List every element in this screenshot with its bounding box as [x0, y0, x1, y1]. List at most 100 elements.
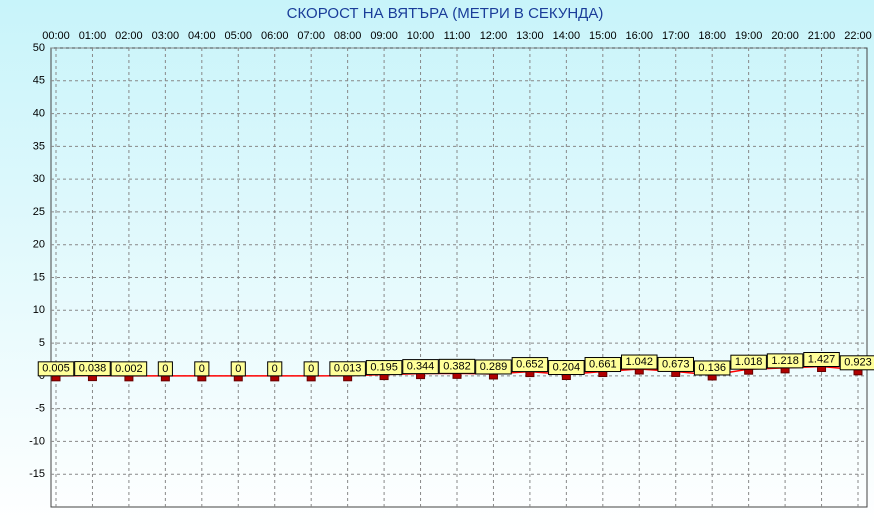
y-tick-label: 25: [33, 206, 45, 218]
x-tick-label: 22:00: [844, 30, 872, 42]
data-label: 1.218: [771, 355, 799, 367]
data-label: 0: [308, 363, 314, 375]
data-label-group: 0.382: [438, 358, 476, 374]
x-tick-label: 09:00: [370, 30, 398, 42]
x-tick-label: 00:00: [42, 30, 70, 42]
data-label-box: [74, 361, 111, 377]
data-label: 0.038: [79, 363, 107, 375]
x-tick-label: 01:00: [79, 30, 107, 42]
data-label-group: 0.038: [74, 361, 111, 377]
data-label: 1.427: [808, 353, 836, 365]
y-tick-label: 40: [33, 107, 45, 119]
data-label: 0.289: [480, 361, 508, 373]
data-label: 0: [162, 363, 168, 375]
data-label-group: 0: [267, 361, 283, 377]
data-label-group: 0.661: [584, 357, 622, 373]
x-tick-label: 10:00: [407, 30, 435, 42]
data-label-group: 1.427: [803, 352, 840, 368]
data-label-group: 0: [194, 361, 210, 377]
data-label-box: [803, 352, 840, 368]
x-tick-label: 05:00: [225, 30, 253, 42]
data-label: 1.042: [626, 356, 654, 368]
data-label: 0.923: [844, 357, 872, 369]
data-label-group: 0.289: [475, 359, 512, 375]
data-label: 0.204: [553, 361, 581, 373]
data-label-group: 0.204: [548, 360, 585, 376]
x-tick-label: 13:00: [516, 30, 544, 42]
data-label: 0.382: [443, 360, 471, 372]
x-tick-label: 06:00: [261, 30, 289, 42]
data-label-box: [730, 354, 767, 370]
data-label-box: [693, 360, 731, 376]
data-label-group: 1.218: [766, 353, 804, 369]
y-tick-label: 5: [39, 337, 45, 349]
data-label-box: [157, 361, 173, 377]
data-label-box: [329, 361, 366, 377]
data-label-box: [110, 361, 148, 377]
data-label-box: [657, 356, 694, 372]
y-tick-label: -15: [29, 468, 45, 480]
data-label-group: 0: [303, 361, 319, 377]
x-tick-label: 14:00: [553, 30, 581, 42]
data-label: 0.005: [42, 363, 70, 375]
y-tick-label: 10: [33, 304, 45, 316]
x-tick-label: 19:00: [735, 30, 763, 42]
data-label-group: 1.018: [730, 354, 767, 370]
x-tick-label: 20:00: [771, 30, 799, 42]
x-tick-label: 15:00: [589, 30, 617, 42]
data-label-box: [621, 354, 658, 370]
x-tick-label: 04:00: [188, 30, 216, 42]
x-tick-label: 16:00: [626, 30, 654, 42]
data-label: 0.652: [516, 358, 544, 370]
data-label-box: [194, 361, 210, 377]
x-tick-label: 18:00: [698, 30, 726, 42]
data-label-group: 0.923: [839, 355, 874, 371]
data-label: 0.673: [662, 358, 690, 370]
data-label-box: [402, 359, 439, 375]
data-label-group: 0.344: [402, 359, 439, 375]
data-label-group: 0.652: [511, 357, 549, 373]
chart-title: СКОРОСТ НА ВЯТЪРА (МЕТРИ В СЕКУНДА): [287, 5, 604, 22]
data-label-group: 0: [230, 361, 246, 377]
x-tick-label: 07:00: [297, 30, 325, 42]
y-tick-label: 20: [33, 239, 45, 251]
y-tick-label: 50: [33, 42, 45, 54]
x-tick-label: 02:00: [115, 30, 143, 42]
data-label-group: 0: [157, 361, 173, 377]
data-label-group: 0.195: [365, 360, 403, 376]
data-label-box: [475, 359, 512, 375]
data-label-box: [267, 361, 283, 377]
data-label: 0.195: [370, 361, 398, 373]
y-tick-label: -10: [29, 435, 45, 447]
y-tick-label: 30: [33, 173, 45, 185]
data-label: 0.344: [407, 361, 435, 373]
data-label-box: [303, 361, 319, 377]
data-label-box: [766, 353, 804, 369]
data-label-group: 0.136: [693, 360, 731, 376]
x-tick-label: 17:00: [662, 30, 690, 42]
data-label-box: [839, 355, 874, 371]
data-label-group: 0.013: [329, 361, 366, 377]
data-label: 0: [199, 363, 205, 375]
x-tick-label: 11:00: [444, 30, 471, 42]
data-label-group: 0.002: [110, 361, 148, 377]
data-label-group: 0.673: [657, 356, 694, 372]
data-label: 0.661: [589, 358, 617, 370]
data-label: 0.013: [334, 363, 362, 375]
data-label-box: [548, 360, 585, 376]
data-label: 0: [235, 363, 241, 375]
data-label-box: [365, 360, 403, 376]
data-label-box: [37, 361, 75, 377]
data-label: 1.018: [735, 356, 763, 368]
data-label: 0.136: [698, 362, 726, 374]
data-label-box: [438, 358, 476, 374]
y-tick-label: 35: [33, 140, 45, 152]
data-label: 0.002: [115, 363, 143, 375]
data-label-box: [511, 357, 549, 373]
y-tick-label: 15: [33, 271, 45, 283]
data-label: 0: [272, 363, 278, 375]
y-tick-label: -5: [35, 403, 45, 415]
x-tick-label: 12:00: [480, 30, 508, 42]
